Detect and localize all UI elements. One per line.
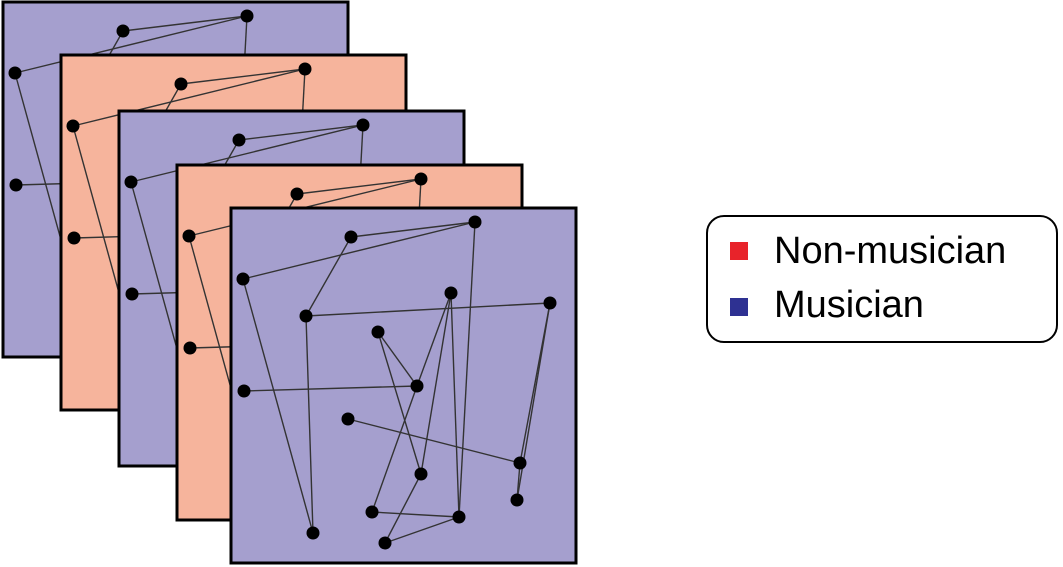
- network-node: [299, 309, 313, 323]
- legend-swatch-musician: [730, 298, 748, 316]
- network-edge: [450, 292, 460, 518]
- network-edge: [130, 124, 364, 183]
- network-node: [240, 9, 254, 23]
- network-node: [124, 175, 138, 189]
- network-node: [183, 341, 197, 355]
- network-node: [232, 133, 246, 147]
- network-node: [174, 77, 188, 91]
- network-edge: [416, 292, 452, 387]
- network-edge: [14, 15, 248, 74]
- network-node: [306, 526, 320, 540]
- network-edge: [243, 385, 418, 392]
- network-edge: [371, 511, 460, 518]
- network-node: [378, 536, 392, 550]
- network-edge: [377, 331, 422, 475]
- network-edge: [122, 15, 248, 32]
- network-edge: [371, 385, 418, 513]
- network-edge: [305, 315, 314, 534]
- network-node: [66, 119, 80, 133]
- network-edge: [305, 236, 352, 317]
- network-edge: [384, 516, 460, 544]
- legend-label-non-musician: Non-musician: [774, 230, 1007, 272]
- network-node: [67, 231, 81, 245]
- network-node: [365, 505, 379, 519]
- legend-swatch-non-musician: [730, 242, 748, 260]
- network-node: [341, 412, 355, 426]
- network-edge: [458, 221, 476, 518]
- network-node: [543, 296, 557, 310]
- network-node: [116, 24, 130, 38]
- legend-label-musician: Musician: [774, 284, 924, 326]
- network-edge: [242, 221, 476, 280]
- network-node: [356, 118, 370, 132]
- network-edge: [519, 302, 551, 464]
- network-edge: [377, 331, 418, 387]
- network-edge: [305, 302, 551, 317]
- network-node: [182, 229, 196, 243]
- network-node: [410, 379, 424, 393]
- network-panel-musician: [229, 206, 578, 565]
- network-node: [452, 510, 466, 524]
- network-edge: [180, 68, 306, 85]
- network-node: [290, 187, 304, 201]
- network-edge: [347, 418, 521, 464]
- network-node: [125, 287, 139, 301]
- network-node: [371, 325, 385, 339]
- network-edge: [296, 178, 422, 195]
- network-node: [9, 178, 23, 192]
- network-edge: [238, 124, 364, 141]
- network-node: [513, 456, 527, 470]
- panel-background: [229, 206, 578, 565]
- network-node: [236, 272, 250, 286]
- network-node: [414, 467, 428, 481]
- network-node: [344, 230, 358, 244]
- network-node: [8, 66, 22, 80]
- network-edge: [350, 221, 476, 238]
- network-graph: [236, 215, 557, 550]
- network-node: [237, 384, 251, 398]
- network-edge: [242, 278, 314, 534]
- network-node: [414, 172, 428, 186]
- legend-box: Non-musician Musician: [706, 215, 1058, 343]
- network-edge: [384, 473, 422, 544]
- network-node: [298, 62, 312, 76]
- network-edge: [72, 68, 306, 127]
- network-edge: [420, 292, 452, 475]
- network-node: [468, 215, 482, 229]
- network-node: [510, 493, 524, 507]
- network-node: [444, 286, 458, 300]
